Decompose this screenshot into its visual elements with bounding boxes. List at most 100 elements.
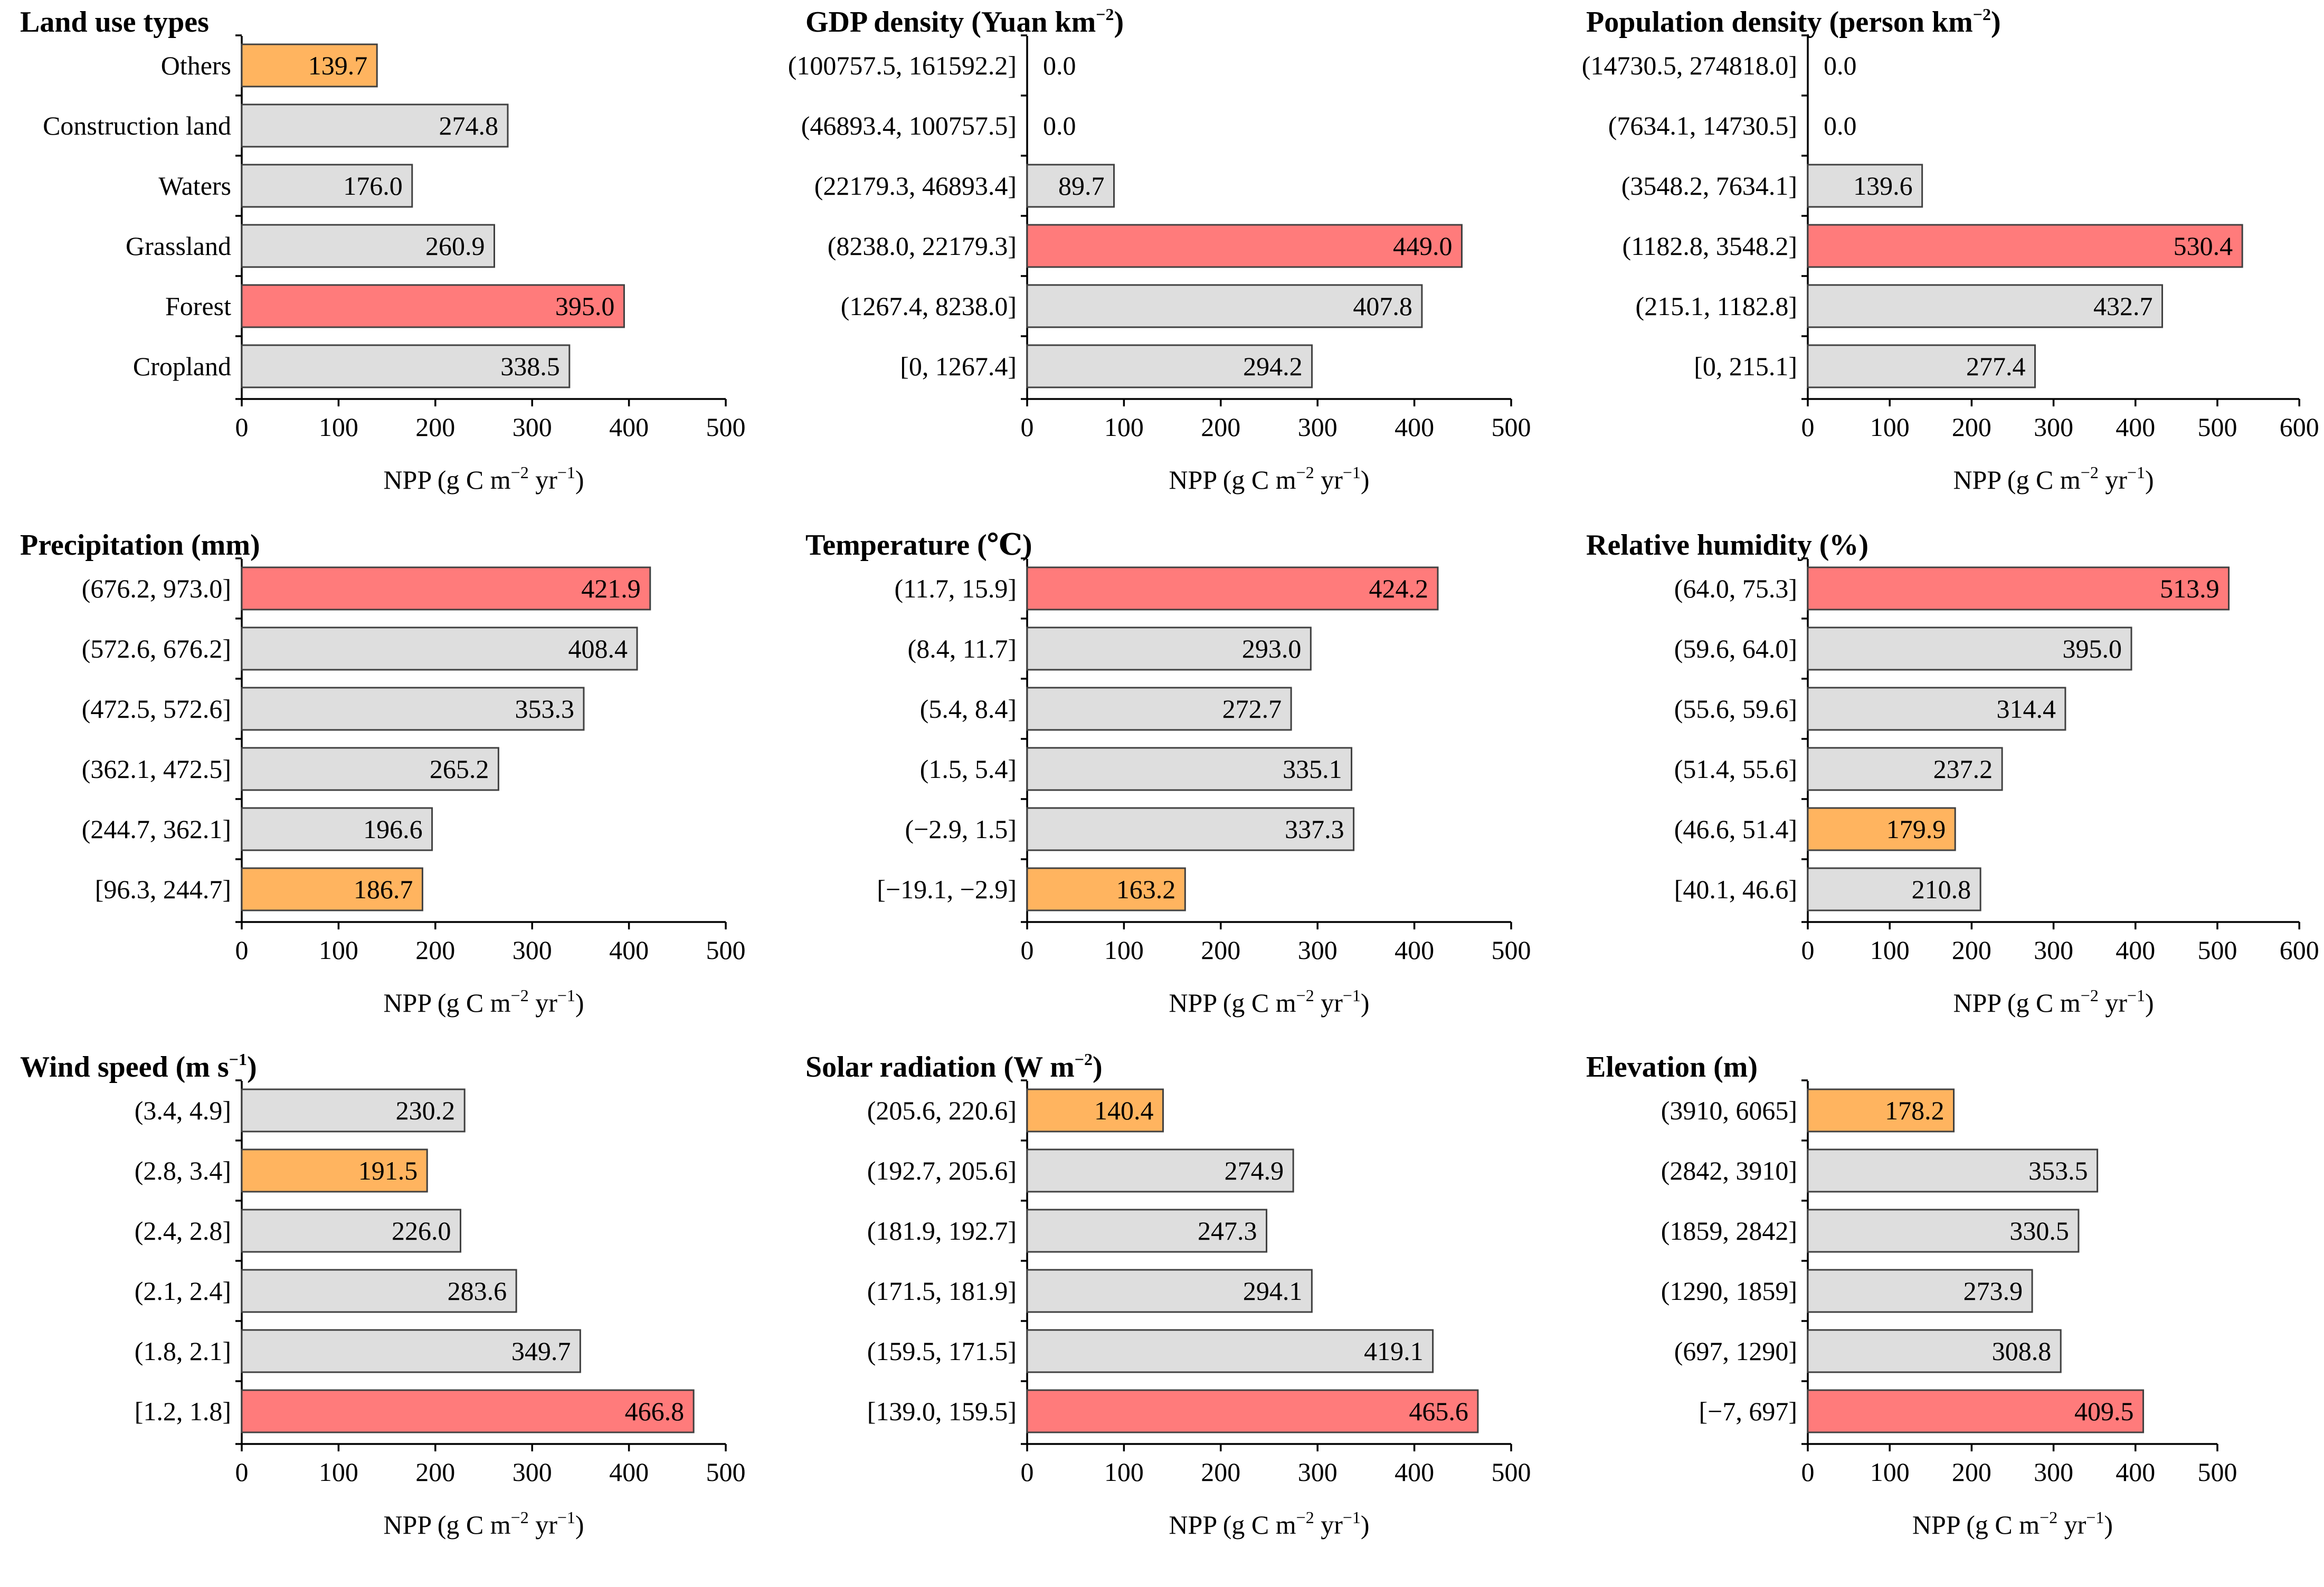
bar-value-label: 335.1 <box>1283 754 1342 784</box>
x-tick-label: 400 <box>2116 1457 2155 1487</box>
x-axis-label-main: NPP (g C m <box>1953 988 2081 1018</box>
x-axis-label-superscript: −1 <box>557 1508 575 1527</box>
bar <box>1026 1329 1434 1373</box>
bar <box>1026 626 1312 671</box>
x-tick-label: 600 <box>2280 935 2319 965</box>
x-axis-label-mid: yr <box>1314 465 1343 495</box>
x-tick-label: 400 <box>1395 1457 1434 1487</box>
bar <box>1807 284 2164 328</box>
category-label: (7634.1, 14730.5] <box>1608 111 1797 140</box>
bar-value-label: 530.4 <box>2174 231 2233 261</box>
x-axis-label-mid: yr <box>1314 1510 1343 1540</box>
panel-title: Land use types <box>20 6 209 39</box>
bar <box>241 807 433 851</box>
bar-value-label: 421.9 <box>581 574 641 603</box>
x-axis-label-end: ) <box>2145 465 2154 495</box>
x-tick-label: 200 <box>1201 935 1240 965</box>
x-tick-label: 0 <box>1021 1457 1034 1487</box>
bar-value-label: 419.1 <box>1364 1336 1424 1366</box>
panel-title-text: Elevation (m) <box>1586 1051 1758 1084</box>
bar-value-label: 432.7 <box>2093 291 2153 321</box>
bar <box>1026 1209 1268 1253</box>
panel-2: GDP density (Yuan km−2)(100757.5, 161592… <box>788 5 1531 495</box>
x-tick-label: 500 <box>706 1457 746 1487</box>
x-tick-label: 0 <box>1021 412 1034 442</box>
x-axis-label-end: ) <box>2104 1510 2113 1540</box>
bar <box>1807 747 2003 791</box>
category-label: (3548.2, 7634.1] <box>1621 171 1797 201</box>
x-axis-label-mid: yr <box>2099 465 2128 495</box>
panel-3: Population density (person km−2)(14730.5… <box>1582 5 2319 495</box>
panel-title-end: ) <box>247 1051 257 1084</box>
category-label: (205.6, 220.6] <box>867 1096 1017 1125</box>
bar <box>241 1389 695 1433</box>
bar-value-label: 283.6 <box>448 1276 507 1306</box>
panel-title-superscript: −2 <box>1075 1050 1093 1069</box>
category-label: (100757.5, 161592.2] <box>788 51 1017 80</box>
x-axis-label-main: NPP (g C m <box>1169 465 1296 495</box>
x-tick-label: 300 <box>1298 935 1338 965</box>
category-label: (5.4, 8.4] <box>920 694 1017 724</box>
x-axis-label-main: NPP (g C m <box>383 988 510 1018</box>
bar <box>241 626 638 671</box>
bar-value-label: 349.7 <box>511 1336 571 1366</box>
category-label: (46.6, 51.4] <box>1674 814 1797 844</box>
bar-value-label: 314.4 <box>1996 694 2056 724</box>
bar <box>241 747 499 791</box>
bar-value-label: 179.9 <box>1886 814 1946 844</box>
category-label: Cropland <box>133 351 231 381</box>
category-label: Waters <box>158 171 231 201</box>
x-tick-label: 500 <box>706 935 746 965</box>
x-tick-label: 500 <box>1492 935 1531 965</box>
panel-title: Relative humidity (%) <box>1586 529 1868 562</box>
category-label: (697, 1290] <box>1674 1336 1797 1366</box>
x-axis-label-superscript: −1 <box>1343 463 1361 482</box>
category-label: [1.2, 1.8] <box>135 1396 231 1426</box>
panel-title: Precipitation (mm) <box>20 529 260 562</box>
x-axis-label: NPP (g C m−2 yr−1) <box>383 463 584 495</box>
bar <box>1026 164 1115 208</box>
bar-value-label: 139.6 <box>1853 171 1913 201</box>
bar-value-label: 186.7 <box>354 875 413 904</box>
x-axis-label: NPP (g C m−2 yr−1) <box>383 1508 584 1540</box>
panel-1: Land use types Others 139.7 Construction la… <box>20 6 746 495</box>
x-axis-label-mid: yr <box>529 988 558 1018</box>
x-axis-label: NPP (g C m−2 yr−1) <box>1953 986 2154 1018</box>
x-axis-label: NPP (g C m−2 yr−1) <box>1169 986 1369 1018</box>
bar <box>241 687 585 731</box>
panel-title-text: Solar radiation (W m <box>805 1051 1075 1084</box>
x-tick-label: 0 <box>1801 412 1815 442</box>
bar-value-label: 178.2 <box>1885 1096 1944 1125</box>
category-label: (8238.0, 22179.3] <box>828 231 1017 261</box>
category-label: Others <box>161 51 231 80</box>
x-tick-label: 500 <box>1492 1457 1531 1487</box>
bar <box>1807 807 1956 851</box>
panel-4: Precipitation (mm) (676.2, 973.0] 421.9 (57… <box>20 529 746 1018</box>
x-tick-label: 0 <box>1021 935 1034 965</box>
category-label: [40.1, 46.6] <box>1674 875 1797 904</box>
x-axis-label-superscript: −2 <box>1296 463 1314 482</box>
x-tick-label: 0 <box>1801 1457 1815 1487</box>
bar-value-label: 0.0 <box>1824 51 1857 80</box>
category-label: (572.6, 676.2] <box>82 634 231 663</box>
bar-value-label: 140.4 <box>1094 1096 1154 1125</box>
category-label: [139.0, 159.5] <box>867 1396 1017 1426</box>
x-tick-label: 200 <box>1952 1457 1991 1487</box>
bar <box>1807 687 2066 731</box>
panel-title-superscript: −2 <box>1096 5 1114 24</box>
bar <box>241 566 651 611</box>
x-axis-label: NPP (g C m−2 yr−1) <box>1912 1508 2113 1540</box>
x-tick-label: 300 <box>2034 412 2073 442</box>
panel-9: Elevation (m) (3910, 6065] 178.2 (2842, 391… <box>1586 1051 2237 1540</box>
bar <box>1807 1209 2080 1253</box>
bar <box>1807 626 2132 671</box>
x-axis-label-mid: yr <box>2099 988 2128 1018</box>
x-tick-label: 0 <box>235 412 249 442</box>
bar <box>1807 566 2230 611</box>
panel-title-end: ) <box>1991 6 2001 39</box>
panel-title: Wind speed (m s−1) <box>20 1050 257 1084</box>
bar-value-label: 353.3 <box>515 694 574 724</box>
bar-value-label: 338.5 <box>500 351 560 381</box>
x-axis-label-end: ) <box>1361 1510 1370 1540</box>
x-tick-label: 600 <box>2280 412 2319 442</box>
